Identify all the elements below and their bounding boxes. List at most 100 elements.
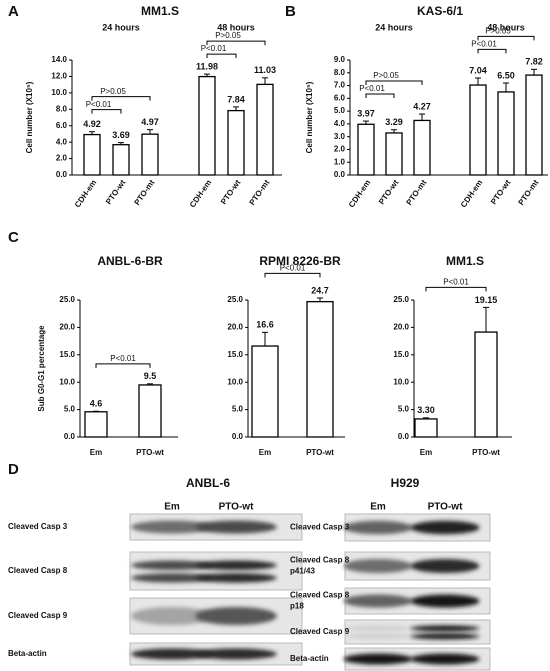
bar: [525, 74, 543, 176]
comparison-label: P<0.01: [201, 44, 227, 53]
x-tick-label: Em: [90, 448, 102, 457]
blot-band: [195, 520, 277, 534]
comparison-bracket: [365, 93, 395, 99]
x-tick-label: PTO-mt: [517, 178, 541, 207]
comparison-bracket: [365, 80, 423, 86]
x-tick-label: CDH-em: [347, 178, 372, 209]
bar: [413, 119, 431, 176]
y-tick-label: 10.0: [59, 377, 75, 386]
bar: [141, 133, 159, 176]
y-tick-label: 0.0: [56, 170, 68, 179]
comparison-bracket: [95, 363, 151, 368]
value-label: 4.92: [83, 119, 101, 129]
value-label: 7.04: [469, 65, 487, 75]
blot-band: [131, 520, 213, 534]
comparison-bracket: [206, 53, 237, 59]
comparison-label: P<0.01: [280, 264, 306, 273]
comparison-bracket: [264, 272, 321, 278]
row-label: Beta-actin: [8, 649, 47, 658]
x-tick-label: CDH-em: [188, 178, 213, 209]
y-tick-label: 10.0: [227, 377, 243, 386]
y-tick-label: 6.0: [334, 93, 346, 102]
value-label: 11.98: [196, 62, 218, 72]
chart-title: MM1.S: [446, 254, 484, 268]
y-axis-label: Sub G0-G1 percentage: [37, 325, 46, 412]
y-tick-label: 25.0: [59, 295, 75, 304]
y-axis-label: Cell number (X10⁵): [25, 81, 34, 153]
comparison-label: P<0.01: [443, 278, 469, 287]
value-label: 11.03: [254, 65, 276, 75]
comparison-label: P>0.05: [485, 26, 511, 35]
y-tick-label: 10.0: [51, 88, 67, 97]
y-tick-label: 20.0: [59, 323, 75, 332]
chart-title: RPMI 8226-BR: [259, 254, 341, 268]
x-tick-label: PTO-wt: [489, 178, 513, 206]
y-tick-label: 8.0: [56, 104, 68, 113]
comparison-label: P>0.05: [100, 87, 126, 96]
x-tick-label: CDH-em: [73, 178, 98, 209]
y-tick-label: 0.0: [334, 170, 346, 179]
y-tick-label: 25.0: [393, 295, 409, 304]
blot-band: [343, 625, 413, 632]
blot-membrane: [344, 619, 491, 645]
y-tick-label: 5.0: [398, 405, 410, 414]
x-tick-label: PTO-wt: [104, 178, 128, 206]
blot-band: [195, 573, 277, 583]
panel-label: B: [285, 3, 296, 20]
bar: [256, 83, 274, 176]
chart-title: ANBL-6-BR: [97, 254, 163, 268]
bar: [138, 384, 162, 438]
row-label: Beta-actin: [290, 654, 329, 663]
y-tick-label: 12.0: [51, 72, 67, 81]
x-tick-label: PTO-wt: [472, 448, 500, 457]
row-label: p41/43: [290, 567, 315, 576]
bar: [112, 144, 130, 176]
chart-title: KAS-6/1: [417, 4, 463, 18]
comparison-bracket: [425, 286, 487, 292]
group-label: 48 hours: [217, 22, 255, 32]
blot-band: [131, 648, 213, 660]
group-label: 24 hours: [102, 22, 140, 32]
blot-band: [410, 559, 480, 573]
blot-band: [195, 648, 277, 660]
value-label: 3.69: [112, 130, 130, 140]
blot-band: [195, 607, 277, 625]
y-tick-label: 4.0: [334, 119, 346, 128]
y-tick-label: 2.0: [334, 145, 346, 154]
row-label: Cleaved Casp 3: [290, 523, 350, 532]
y-tick-label: 25.0: [227, 295, 243, 304]
blot-band: [343, 520, 413, 535]
y-tick-label: 6.0: [56, 121, 68, 130]
blot-band: [195, 560, 277, 571]
panel-label: A: [8, 3, 19, 20]
x-tick-label: PTO-wt: [136, 448, 164, 457]
blot-band: [131, 607, 213, 625]
row-label: Cleaved Casp 3: [8, 522, 68, 531]
blot-band: [343, 653, 413, 665]
bar: [198, 75, 216, 176]
bar: [357, 123, 375, 176]
y-tick-label: 4.0: [56, 137, 68, 146]
row-label: Cleaved Casp 8: [290, 556, 350, 565]
comparison-label: P>0.05: [373, 71, 399, 80]
row-label: Cleaved Casp 9: [290, 627, 350, 636]
value-label: 7.82: [525, 57, 543, 67]
comparison-label: P<0.01: [86, 100, 112, 109]
y-tick-label: 20.0: [393, 323, 409, 332]
blot-band: [410, 653, 480, 665]
y-tick-label: 15.0: [59, 350, 75, 359]
value-label: 4.97: [141, 117, 159, 127]
blot-band: [343, 594, 413, 608]
x-tick-label: PTO-wt: [306, 448, 334, 457]
bar: [227, 109, 245, 176]
comparison-bracket: [91, 96, 151, 101]
y-tick-label: 0.0: [64, 432, 76, 441]
bar: [306, 300, 334, 438]
comparison-label: P>0.05: [215, 31, 241, 40]
row-label: Cleaved Casp 8: [290, 591, 350, 600]
row-label: p18: [290, 602, 304, 611]
bar: [84, 411, 108, 438]
y-tick-label: 8.0: [334, 68, 346, 77]
y-tick-label: 3.0: [334, 132, 346, 141]
